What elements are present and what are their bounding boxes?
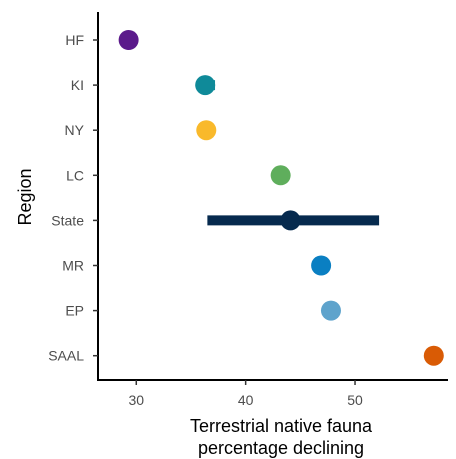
y-axis-title: Region (15, 168, 35, 225)
y-tick-label-ki: KI (71, 77, 84, 93)
y-tick-label-hf: HF (65, 32, 84, 48)
x-tick-label-50: 50 (347, 392, 363, 408)
x-axis-title-line-2: percentage declining (198, 438, 364, 458)
x-axis-ticks: 30 40 50 (128, 380, 363, 408)
x-tick-label-40: 40 (238, 392, 254, 408)
y-tick-label-lc: LC (66, 167, 84, 183)
y-tick-label-ny: NY (65, 122, 85, 138)
point-mr (311, 255, 332, 276)
y-tick-label-mr: MR (62, 258, 84, 274)
point-saal (423, 345, 444, 366)
point-ny (196, 120, 217, 141)
point-hf (118, 30, 139, 50)
x-axis-title-line-1: Terrestrial native fauna (190, 416, 373, 436)
y-tick-label-state: State (51, 212, 84, 228)
point-lc (270, 165, 291, 186)
point-ki (195, 75, 216, 96)
y-axis-ticks: HF KI NY LC State MR EP SAAL (48, 32, 98, 364)
point-ep (320, 300, 341, 321)
y-tick-label-saal: SAAL (48, 348, 84, 364)
y-tick-label-ep: EP (65, 303, 84, 319)
x-tick-label-30: 30 (128, 392, 144, 408)
point-state (280, 210, 301, 231)
plot-marks (118, 30, 444, 366)
